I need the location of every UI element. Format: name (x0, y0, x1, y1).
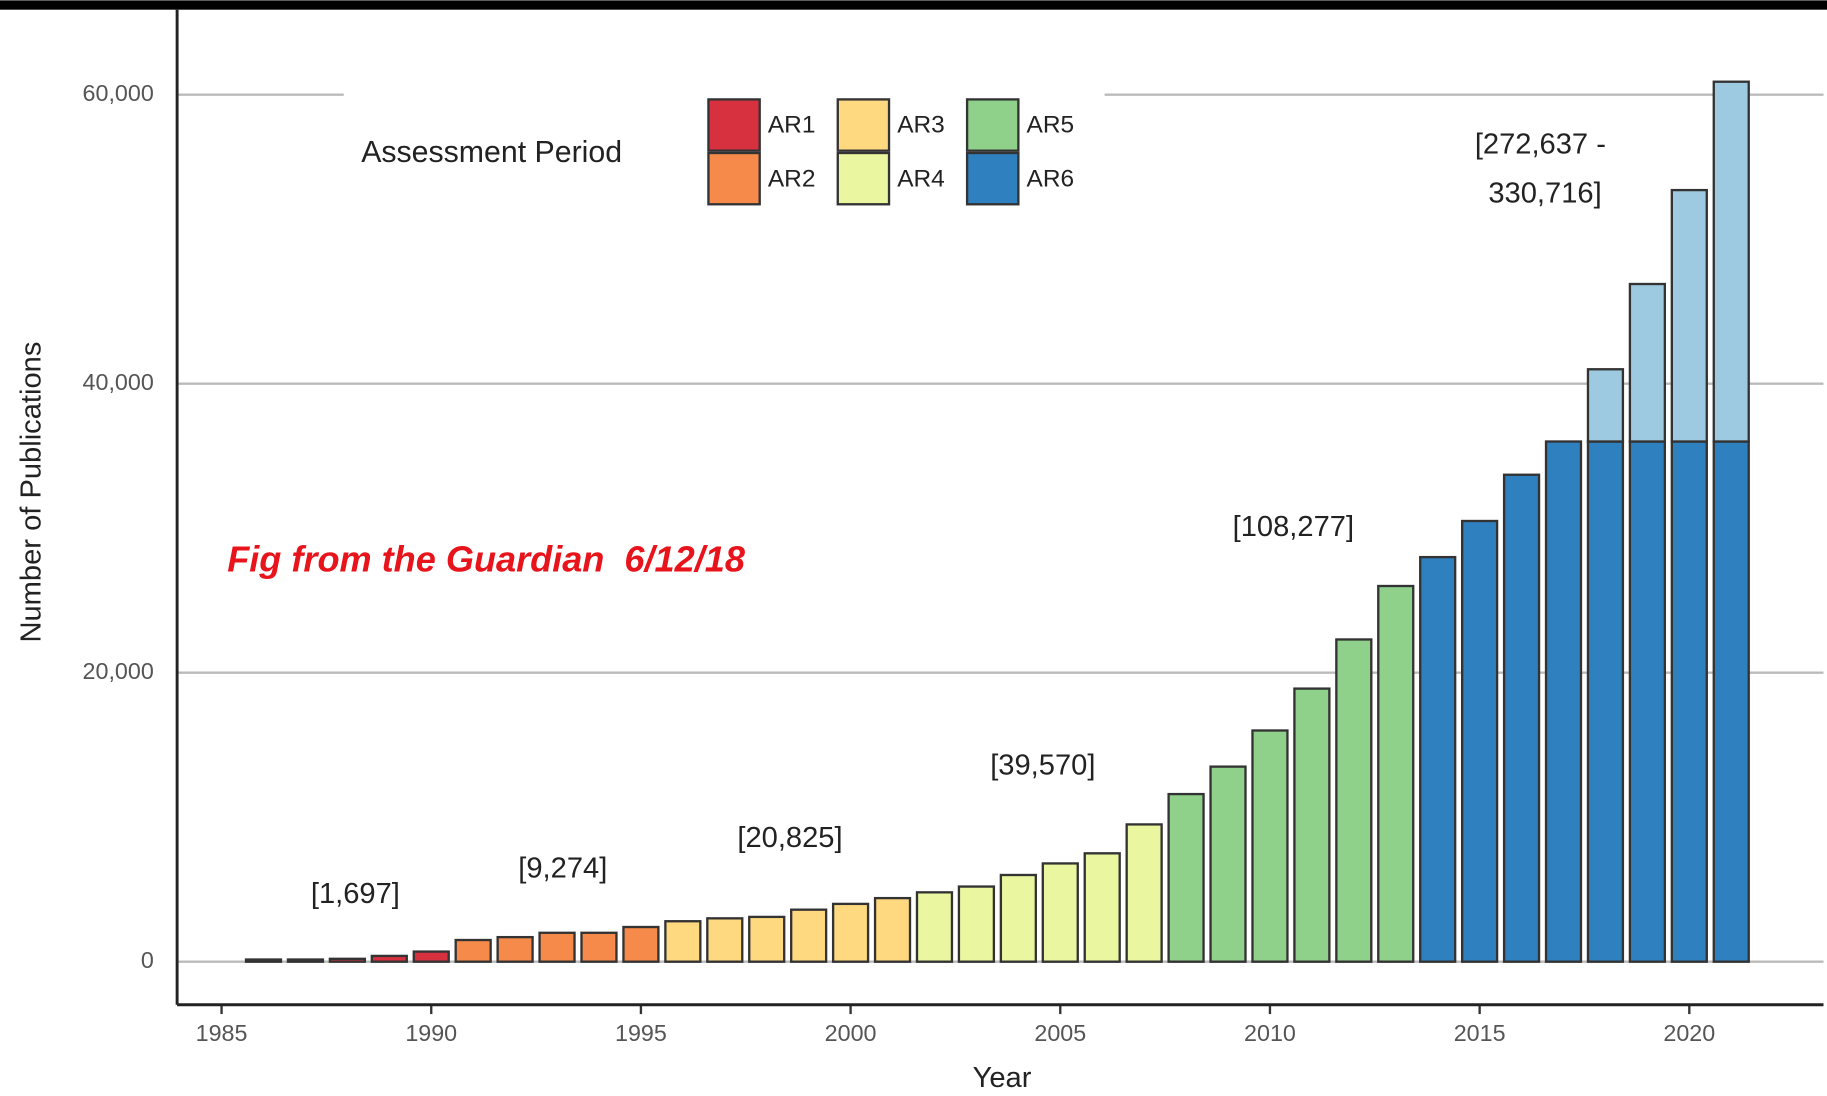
y-tick-label: 20,000 (83, 658, 154, 684)
bar (706, 917, 744, 963)
bar (873, 896, 912, 963)
projected-bar (1628, 282, 1667, 443)
bar (454, 938, 492, 963)
bar (915, 891, 954, 963)
legend-label: AR3 (897, 112, 945, 139)
y-axis-label: Number of Publications (15, 342, 47, 643)
y-tick-label: 40,000 (83, 369, 154, 395)
legend-swatch (965, 98, 1020, 152)
bar (538, 931, 576, 963)
bar (1670, 440, 1708, 963)
bar (1586, 440, 1625, 963)
legend-swatch (836, 98, 891, 152)
annotation: [108,277] (1233, 511, 1354, 543)
annotation: [20,825] (737, 822, 842, 854)
annotation: 330,716] (1488, 178, 1601, 210)
annotation: [9,274] (518, 852, 607, 884)
bar (748, 915, 786, 963)
projected-bar (1586, 368, 1625, 443)
bar (286, 958, 325, 963)
bar (1628, 440, 1667, 963)
bar (1377, 584, 1415, 963)
bar (1293, 687, 1331, 963)
projected-bar (1670, 188, 1708, 443)
bar (496, 935, 534, 963)
annotation: [272,637 - (1475, 129, 1606, 161)
x-tick-label: 2000 (825, 1020, 877, 1046)
bar (328, 957, 367, 963)
bar (244, 958, 283, 963)
legend-swatch (707, 151, 761, 206)
top-strip (0, 0, 1827, 10)
bar (1712, 440, 1750, 963)
bar (580, 931, 618, 963)
x-tick-label: 1995 (615, 1020, 667, 1046)
legend-swatch (965, 151, 1020, 206)
x-tick-label: 2010 (1244, 1020, 1296, 1046)
bar (790, 908, 828, 963)
legend-label: AR1 (768, 112, 816, 139)
bar (957, 885, 996, 963)
bar (1083, 852, 1121, 963)
overlay-note: Fig from the Guardian 6/12/18 (227, 539, 746, 580)
x-tick-label: 2005 (1034, 1020, 1086, 1046)
legend-label: AR4 (897, 165, 945, 192)
bar (1209, 765, 1247, 963)
bar (1419, 555, 1457, 963)
bar (831, 902, 870, 963)
bar (1041, 862, 1079, 963)
annotation: [1,697] (311, 878, 400, 910)
legend-swatch (836, 151, 891, 206)
legend-label: AR2 (768, 165, 816, 192)
legend-label: AR5 (1027, 112, 1075, 139)
annotation: [39,570] (990, 750, 1095, 782)
bar (622, 925, 660, 963)
bar (1125, 823, 1163, 963)
legend-swatch (707, 98, 761, 152)
bar (1335, 638, 1373, 963)
bar (1544, 440, 1583, 963)
bar (999, 873, 1037, 963)
x-tick-label: 1985 (196, 1020, 248, 1046)
legend-label: AR6 (1027, 165, 1075, 192)
bar (664, 920, 702, 963)
x-tick-label: 1990 (405, 1020, 457, 1046)
bar (412, 950, 450, 963)
x-tick-label: 2020 (1663, 1020, 1715, 1046)
y-tick-label: 0 (141, 947, 154, 973)
x-axis-label: Year (973, 1062, 1032, 1094)
x-tick-label: 2015 (1454, 1020, 1506, 1046)
y-tick-label: 60,000 (83, 80, 154, 106)
bar (370, 954, 408, 963)
bar (1251, 729, 1289, 963)
bar (1502, 473, 1541, 963)
projected-bar (1712, 80, 1750, 443)
legend-title: Assessment Period (361, 136, 622, 169)
bar (1167, 792, 1205, 963)
bar (1460, 519, 1499, 963)
